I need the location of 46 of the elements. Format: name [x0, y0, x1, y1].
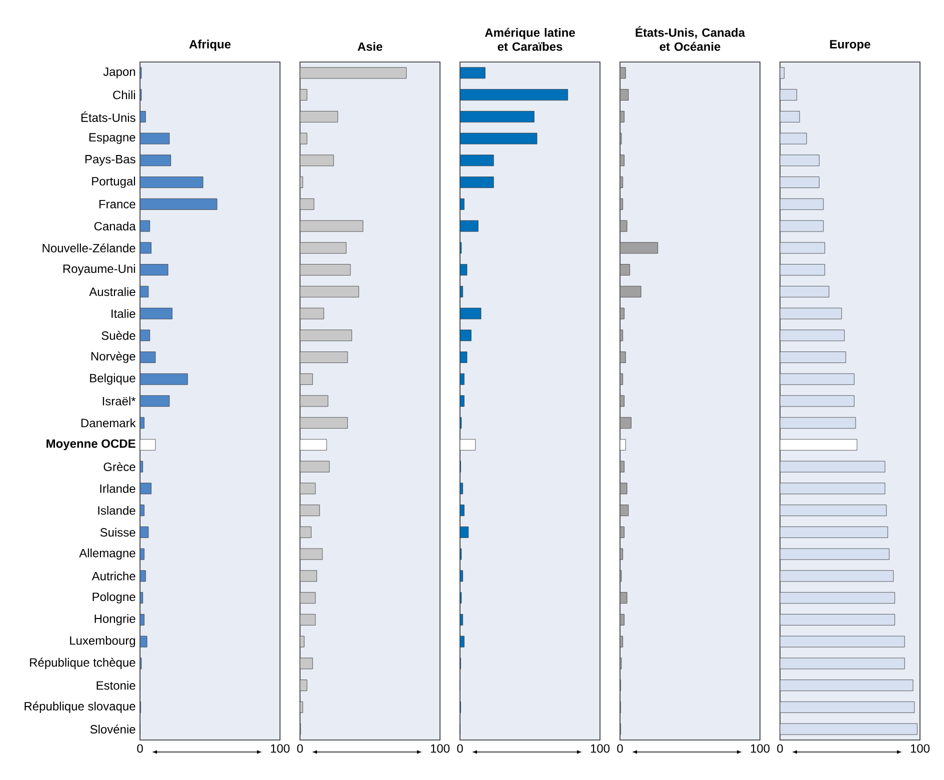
y-tick-label: Australie: [89, 287, 136, 296]
y-tick-label: Chili: [113, 90, 135, 100]
chart-title: Afrique: [189, 40, 231, 51]
y-tick-label: États-Unis: [81, 111, 136, 122]
chart-title: Europe: [830, 40, 870, 51]
y-tick-label: Nouvelle-Zélande: [42, 243, 136, 252]
x-tick-label: 0: [617, 744, 623, 753]
x-tick-label: 100: [750, 744, 770, 753]
y-tick-label: Danemark: [81, 418, 136, 428]
y-tick-label: Israël*: [102, 396, 136, 406]
y-tick-label: Slovénie: [90, 724, 136, 734]
x-tick-label: 100: [590, 744, 610, 753]
y-tick-label: Hongrie: [94, 614, 136, 626]
chart-title: Amérique latine et Caraïbes: [484, 28, 575, 51]
y-tick-label: Luxembourg: [70, 636, 136, 648]
x-tick-label: 100: [270, 744, 290, 753]
y-tick-label: Irlande: [100, 484, 136, 493]
y-tick-label: Islande: [98, 506, 136, 515]
x-tick-label: 0: [297, 744, 303, 753]
x-tick-label: 100: [910, 744, 930, 753]
y-tick-label: Suède: [102, 330, 136, 340]
y-tick-label: Pays-Bas: [85, 155, 136, 166]
x-tick-label: 0: [457, 744, 463, 753]
y-tick-label: Belgique: [90, 374, 136, 385]
y-tick-label: République slovaque: [24, 702, 136, 713]
chart-title: Asie: [358, 42, 382, 51]
y-tick-label: Norvège: [91, 352, 136, 363]
y-tick-label: Grèce: [104, 462, 136, 472]
y-tick-label: Canada: [94, 222, 136, 230]
y-tick-label: Royaume-Uni: [63, 264, 135, 276]
y-tick-label: Moyenne OCDE: [46, 439, 136, 450]
x-tick-label: 0: [777, 744, 783, 753]
y-tick-label: Japon: [103, 68, 136, 78]
y-tick-label: Suisse: [100, 528, 136, 537]
x-tick-label: 0: [137, 744, 143, 753]
y-tick-label: Portugal: [92, 176, 135, 188]
y-tick-label: France: [99, 200, 136, 208]
y-tick-label: Espagne: [89, 133, 136, 144]
y-tick-label: Pologne: [92, 592, 136, 604]
x-tick-label: 100: [430, 744, 450, 753]
y-tick-label: Estonie: [96, 680, 136, 690]
y-tick-label: Italie: [112, 309, 136, 318]
chart-title: États-Unis, Canada et Océanie: [636, 26, 746, 51]
y-tick-label: République tchèque: [30, 658, 136, 670]
y-tick-label: Autriche: [92, 572, 136, 580]
y-tick-label: Allemagne: [79, 548, 136, 560]
